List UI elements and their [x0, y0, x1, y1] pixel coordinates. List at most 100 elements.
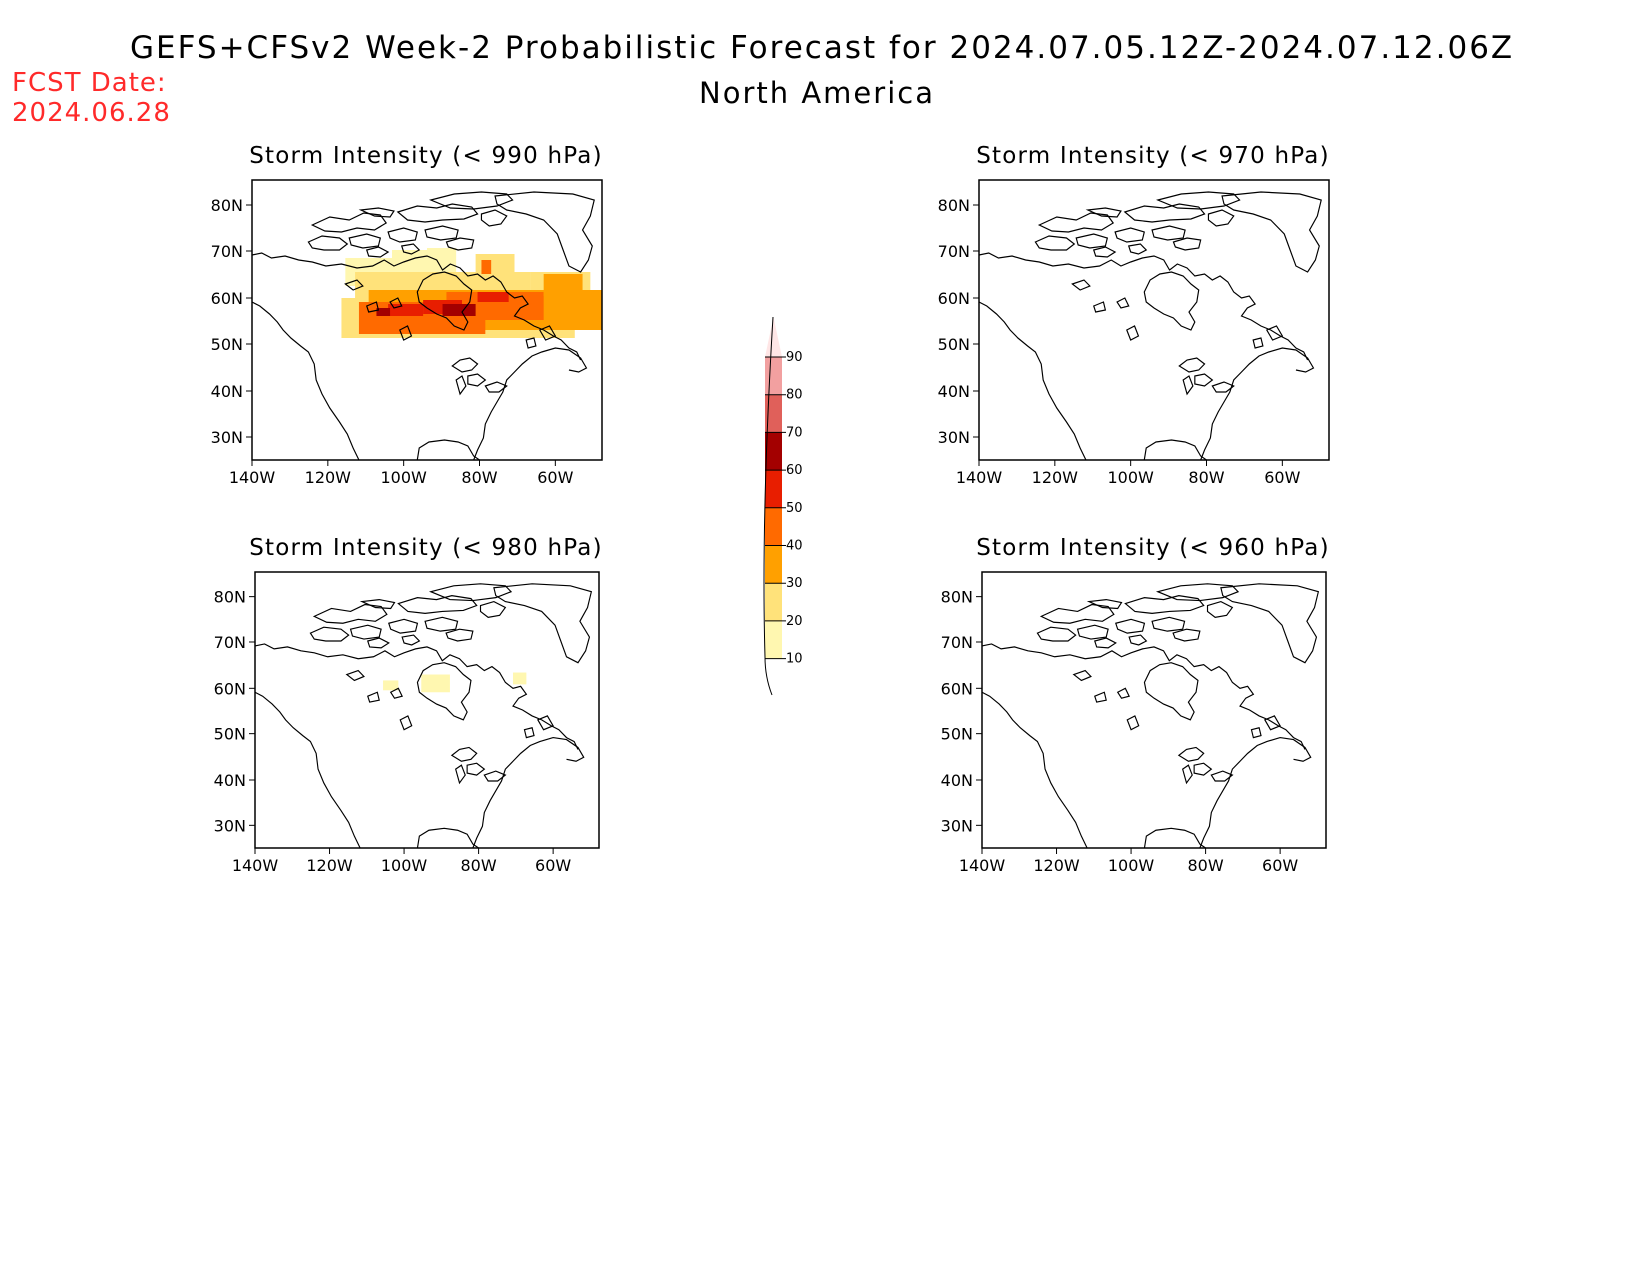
colorbar-top-extension — [765, 317, 782, 357]
lon-tick-label: 140W — [956, 468, 1003, 487]
lon-tick-label: 120W — [1032, 468, 1079, 487]
colorbar-segment — [765, 394, 782, 433]
lat-tick-label: 80N — [938, 196, 970, 215]
lat-tick-label: 60N — [211, 289, 243, 308]
lon-tick-label: 140W — [232, 856, 279, 875]
lon-tick-label: 60W — [535, 856, 571, 875]
map-frame — [254, 571, 600, 849]
colorbar-segment — [765, 620, 782, 659]
lat-tick-label: 30N — [941, 816, 973, 835]
lat-tick-label: 40N — [941, 771, 973, 790]
colorbar-segment — [765, 432, 782, 471]
colorbar-label: 30 — [786, 576, 803, 591]
map-area — [981, 583, 1319, 849]
lon-tick-label: 100W — [1108, 856, 1155, 875]
colorbar: 10 20 30 40 50 60 70 80 90 — [763, 316, 803, 696]
panels-layer: Storm Intensity (< 990 hPa) 80N 70N 60N 50N 4… — [211, 143, 1330, 875]
probability-cell — [481, 260, 492, 274]
panel-p960: Storm Intensity (< 960 hPa) 80N 70N 60N 50N 4… — [941, 535, 1330, 875]
lon-tick-label: 120W — [1033, 856, 1080, 875]
lon-tick-label: 100W — [1107, 468, 1154, 487]
lat-tick-label: 80N — [941, 588, 973, 607]
lat-tick-label: 50N — [941, 725, 973, 744]
colorbar-outline — [763, 316, 774, 696]
lat-tick-label: 80N — [214, 588, 246, 607]
lat-tick-label: 70N — [211, 242, 243, 261]
lon-tick-label: 100W — [380, 468, 427, 487]
lon-tick-label: 80W — [461, 856, 497, 875]
lat-tick-label: 50N — [211, 335, 243, 354]
lon-tick-label: 80W — [461, 468, 497, 487]
colorbar-label: 10 — [786, 652, 803, 667]
probability-cell — [383, 680, 399, 691]
colorbar-segment — [765, 470, 782, 508]
lat-tick-label: 30N — [211, 428, 243, 447]
region-subtitle: North America — [0, 76, 1650, 110]
lat-tick-label: 70N — [938, 242, 970, 261]
lat-tick-label: 60N — [214, 679, 246, 698]
probability-cell — [477, 292, 509, 302]
probability-cell — [388, 304, 424, 316]
coastline — [981, 583, 1319, 849]
lat-tick-label: 50N — [214, 725, 246, 744]
lon-tick-label: 120W — [306, 856, 353, 875]
lat-tick-label: 40N — [211, 382, 243, 401]
map-area — [978, 191, 1322, 461]
map-area — [251, 191, 602, 461]
lat-tick-label: 60N — [938, 289, 970, 308]
panel-title: Storm Intensity (< 960 hPa) — [976, 535, 1330, 561]
colorbar-segment — [765, 357, 782, 395]
lon-tick-label: 60W — [537, 468, 573, 487]
colorbar-label: 50 — [786, 501, 803, 516]
lat-tick-label: 80N — [211, 196, 243, 215]
colorbar-label: 20 — [786, 614, 803, 629]
panel-title: Storm Intensity (< 990 hPa) — [249, 143, 603, 169]
map-frame — [978, 179, 1330, 461]
lon-tick-label: 60W — [1264, 468, 1300, 487]
probability-cell — [421, 674, 450, 693]
coastline — [254, 583, 592, 849]
colorbar-segment — [765, 507, 782, 546]
forecast-date-block: FCST Date: 2024.06.28 — [12, 68, 171, 128]
panel-title: Storm Intensity (< 970 hPa) — [976, 143, 1330, 169]
main-title: GEFS+CFSv2 Week-2 Probabilistic Forecast… — [130, 30, 1515, 66]
map-frame — [251, 179, 603, 461]
map-area — [254, 583, 592, 849]
forecast-date-value: 2024.06.28 — [12, 98, 171, 128]
probability-cell — [513, 672, 527, 685]
lat-tick-label: 70N — [941, 633, 973, 652]
lon-tick-label: 120W — [305, 468, 352, 487]
colorbar-label: 60 — [786, 463, 803, 478]
lat-tick-label: 30N — [938, 428, 970, 447]
probability-cell — [543, 274, 583, 296]
probability-cell — [442, 304, 476, 316]
lon-tick-label: 60W — [1262, 856, 1298, 875]
panel-p980: Storm Intensity (< 980 hPa) 80N 70N 60N 50N 4… — [214, 535, 603, 875]
lat-tick-label: 50N — [938, 335, 970, 354]
lon-tick-label: 80W — [1188, 856, 1224, 875]
forecast-date-label: FCST Date: — [12, 68, 167, 98]
colorbar-segment — [765, 583, 782, 621]
lat-tick-label: 40N — [214, 771, 246, 790]
colorbar-label: 70 — [786, 425, 803, 440]
lat-tick-label: 30N — [214, 816, 246, 835]
lon-tick-label: 140W — [959, 856, 1006, 875]
map-frame — [981, 571, 1327, 849]
panel-title: Storm Intensity (< 980 hPa) — [249, 535, 603, 561]
probability-cell — [376, 308, 391, 316]
colorbar-label: 80 — [786, 388, 803, 403]
lat-tick-label: 60N — [941, 679, 973, 698]
panel-p990: Storm Intensity (< 990 hPa) 80N 70N 60N 50N 4… — [211, 143, 603, 487]
panel-p970: Storm Intensity (< 970 hPa) 80N 70N 60N 50N 4… — [938, 143, 1330, 487]
lon-tick-label: 80W — [1188, 468, 1224, 487]
region-label: North America — [699, 76, 935, 110]
lon-tick-label: 140W — [229, 468, 276, 487]
lat-tick-label: 70N — [214, 633, 246, 652]
lat-tick-label: 40N — [938, 382, 970, 401]
colorbar-label: 90 — [786, 350, 803, 365]
coastline — [978, 191, 1322, 461]
lon-tick-label: 100W — [381, 856, 428, 875]
colorbar-segment — [765, 545, 782, 584]
colorbar-label: 40 — [786, 539, 803, 554]
